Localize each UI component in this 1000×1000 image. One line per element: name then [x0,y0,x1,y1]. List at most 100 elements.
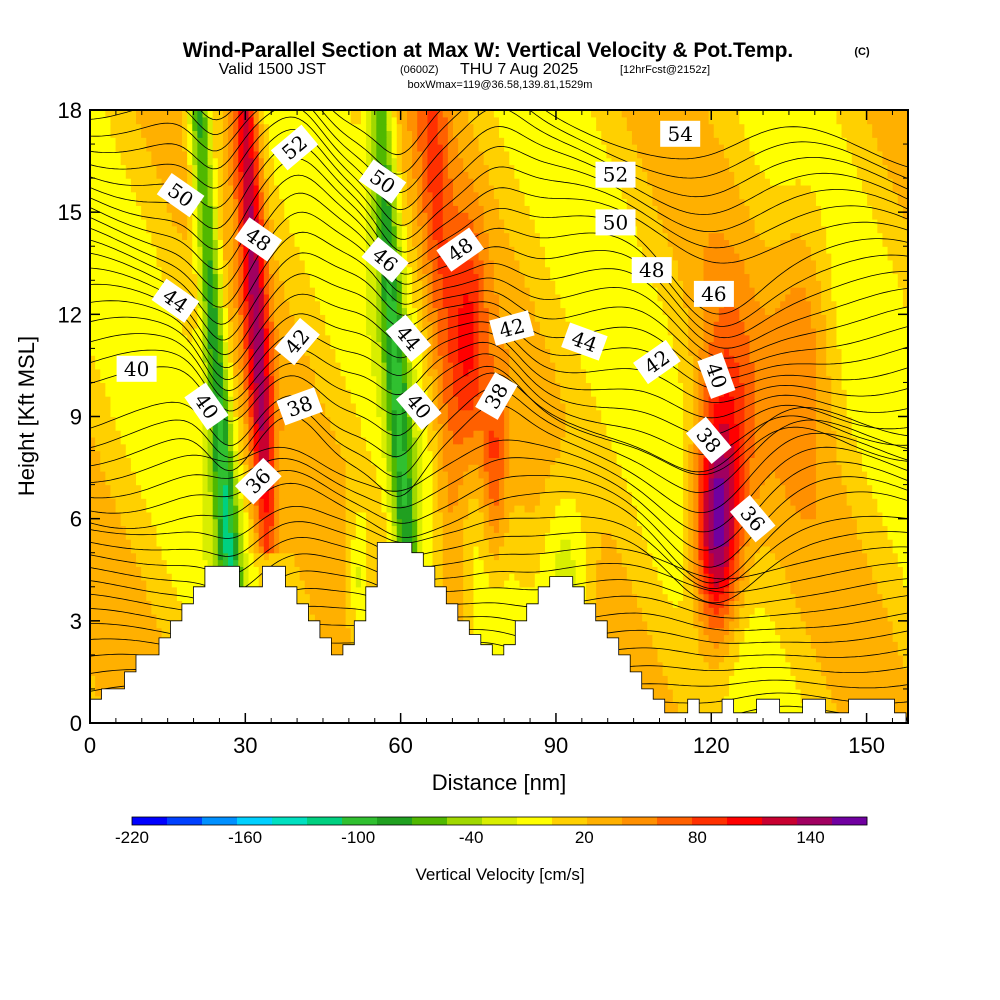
field-cell [442,559,449,567]
field-cell [775,675,781,683]
field-cell [713,634,720,642]
field-cell [764,600,771,608]
field-cell [856,552,863,561]
field-cell [575,539,582,547]
field-cell [151,579,158,588]
field-cell [355,552,362,561]
field-cell [156,620,163,629]
field-cell [892,511,899,520]
field-cell [105,552,112,561]
field-cell [463,573,469,581]
field-cell [335,518,342,527]
field-cell [166,511,173,520]
field-cell [836,511,843,520]
field-cell [560,532,567,540]
field-cell [723,661,730,670]
field-cell [805,532,812,540]
field-cell [289,525,296,533]
field-cell [672,695,679,704]
field-cell [785,654,792,663]
field-cell [115,532,122,540]
field-cell [657,525,664,533]
field-cell [637,552,643,561]
field-cell [366,511,372,520]
field-cell [151,511,158,520]
field-cell [176,607,183,615]
field-cell [734,566,740,574]
field-cell [637,586,643,595]
field-cell [238,525,244,533]
field-cell [815,682,822,690]
field-cell [151,627,158,636]
field-cell [683,627,689,636]
field-cell [325,545,331,554]
field-cell [166,614,173,622]
field-cell [637,593,643,601]
field-cell [621,532,628,540]
field-cell [815,654,822,663]
field-cell [258,579,265,588]
field-cell [611,614,618,622]
field-cell [570,539,577,547]
field-cell [892,614,899,622]
field-cell [606,620,613,629]
field-cell [851,627,858,636]
field-cell [391,511,398,520]
field-cell [785,573,792,581]
field-cell [775,654,781,663]
field-cell [335,641,342,649]
field-cell [800,552,807,561]
field-cell [335,552,342,561]
field-cell [683,634,689,642]
field-cell [667,641,674,649]
field-cell [488,573,495,581]
field-cell [836,559,843,567]
field-cell [596,586,602,595]
field-cell [657,545,664,554]
field-cell [596,525,602,533]
field-cell [723,559,730,567]
field-cell [790,559,797,567]
field-cell [821,607,827,615]
field-cell [151,620,158,629]
field-cell [902,573,908,581]
field-cell [156,586,163,595]
field-cell [708,654,715,663]
field-cell [514,552,521,561]
field-cell [166,593,173,601]
field-cell [171,505,178,513]
field-cell [790,620,797,629]
field-cell [621,620,628,629]
field-cell [667,525,674,533]
field-cell [100,559,106,567]
field-cell [621,518,628,527]
field-cell [156,607,163,615]
field-cell [703,668,710,676]
field-cell [836,641,843,649]
field-cell [826,648,832,656]
field-cell [780,532,786,540]
field-cell [637,539,643,547]
field-cell [734,518,740,527]
field-cell [708,579,715,588]
field-cell [831,573,838,581]
field-cell [95,559,101,567]
field-cell [463,525,469,533]
field-cell [713,545,720,554]
field-cell [463,579,469,588]
field-cell [744,545,751,554]
field-cell [330,641,336,649]
field-cell [509,614,515,622]
field-cell [703,559,710,567]
field-cell [90,600,96,608]
field-cell [100,654,106,663]
field-cell [723,552,730,561]
field-cell [693,545,699,554]
field-cell [529,525,536,533]
field-cell [667,620,674,629]
field-cell [591,586,597,595]
field-cell [539,545,546,554]
field-cell [504,573,510,581]
field-cell [534,586,541,595]
field-cell [202,532,209,540]
